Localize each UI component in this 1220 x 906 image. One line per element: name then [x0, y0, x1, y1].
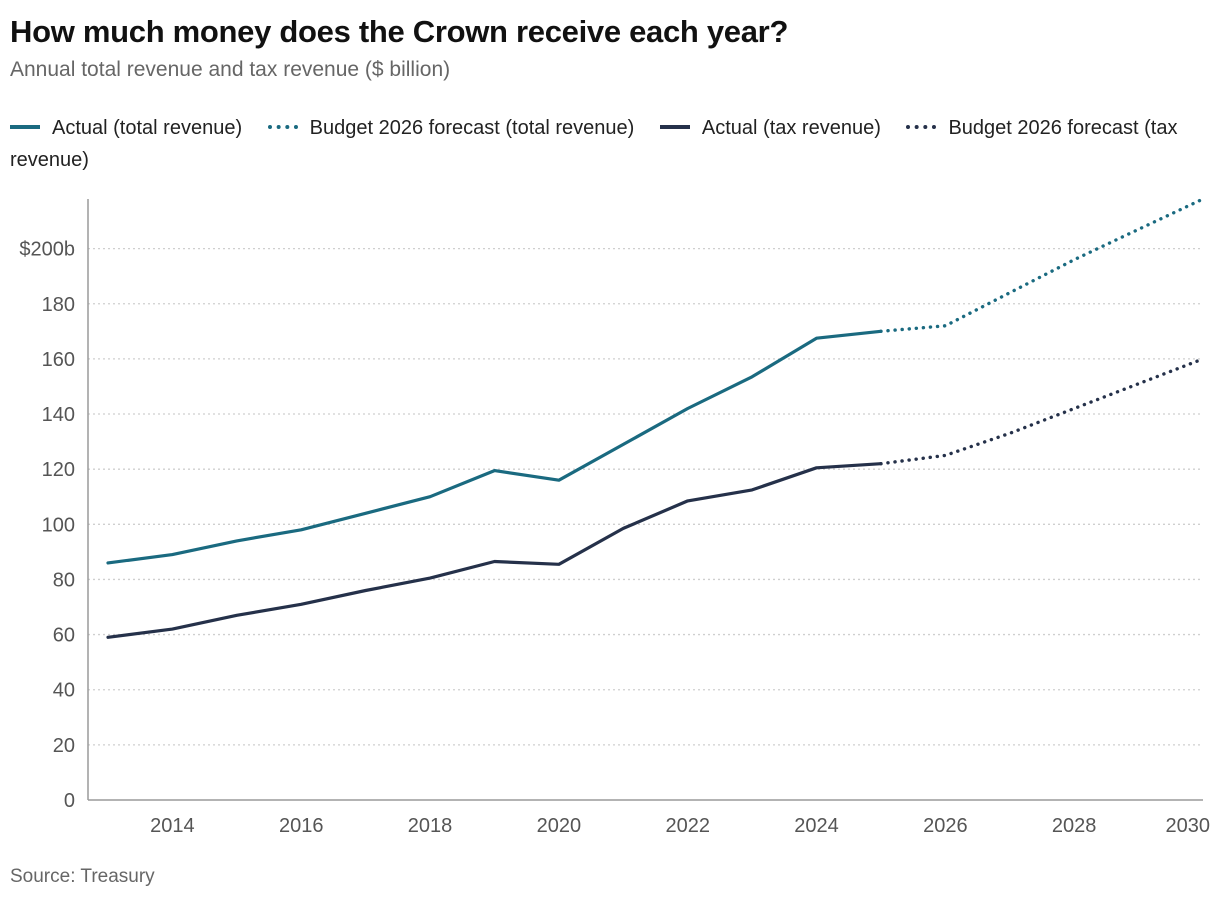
series-lines	[106, 197, 1205, 639]
legend-swatch-forecast-total	[267, 124, 298, 129]
x-tick-label-2024: 2024	[794, 815, 839, 837]
series-line-budget-2026-forecast-tax-revenue	[879, 357, 1205, 466]
y-tick-label-60: 60	[53, 625, 75, 647]
legend-item-actual-total: Actual (total revenue)	[10, 117, 262, 139]
legend-label-forecast-total: Budget 2026 forecast (total revenue)	[309, 117, 635, 139]
legend-item-forecast-total: Budget 2026 forecast (total revenue)	[267, 117, 655, 139]
y-tick-label-100: 100	[42, 514, 75, 536]
y-tick-label-120: 120	[42, 459, 75, 481]
x-tick-label-2030: 2030	[1166, 815, 1211, 837]
grid-lines	[88, 247, 1203, 746]
y-tick-label-40: 40	[53, 680, 75, 702]
legend-swatch-actual-tax	[659, 124, 690, 129]
x-tick-label-2022: 2022	[665, 815, 710, 837]
x-tick-label-2026: 2026	[923, 815, 968, 837]
y-tick-label-80: 80	[53, 569, 75, 591]
legend-label-actual-total: Actual (total revenue)	[52, 117, 243, 139]
chart-title: How much money does the Crown receive ea…	[10, 14, 789, 49]
series-line-budget-2026-forecast-total-revenue	[879, 197, 1205, 334]
y-tick-label-200: $200b	[19, 239, 75, 261]
x-tick-label-2028: 2028	[1052, 815, 1097, 837]
y-tick-label-20: 20	[53, 735, 75, 757]
legend-item-forecast-tax: Budget 2026 forecast (tax revenue)	[10, 117, 1177, 171]
y-axis-ticks: 0 20 40 60 80 100 120 140 160 180 $200b	[19, 239, 75, 812]
source-note: Source: Treasury	[10, 866, 155, 887]
legend-label-actual-tax: Actual (tax revenue)	[701, 117, 881, 139]
x-tick-label-2018: 2018	[408, 815, 453, 837]
series-line-actual-tax-revenue	[106, 462, 883, 639]
y-tick-label-160: 160	[42, 349, 75, 371]
legend-swatch-forecast-tax	[906, 124, 937, 129]
legend: Actual (total revenue) Budget 2026 forec…	[10, 112, 1200, 176]
legend-item-actual-tax: Actual (tax revenue)	[659, 117, 901, 139]
x-tick-label-2014: 2014	[150, 815, 195, 837]
x-axis-ticks: 2014 2016 2018 2020 2022 2024 2026 2028 2030	[150, 815, 1210, 837]
chart-subtitle: Annual total revenue and tax revenue ($ …	[10, 58, 451, 81]
series-line-actual-total-revenue	[106, 329, 883, 565]
x-tick-label-2016: 2016	[279, 815, 324, 837]
y-tick-label-140: 140	[42, 404, 75, 426]
y-tick-label-180: 180	[42, 294, 75, 316]
legend-label-forecast-tax: Budget 2026 forecast (tax revenue)	[10, 117, 1178, 171]
x-tick-label-2020: 2020	[537, 815, 582, 837]
y-tick-label-0: 0	[64, 790, 75, 812]
legend-swatch-actual-total	[10, 124, 40, 129]
